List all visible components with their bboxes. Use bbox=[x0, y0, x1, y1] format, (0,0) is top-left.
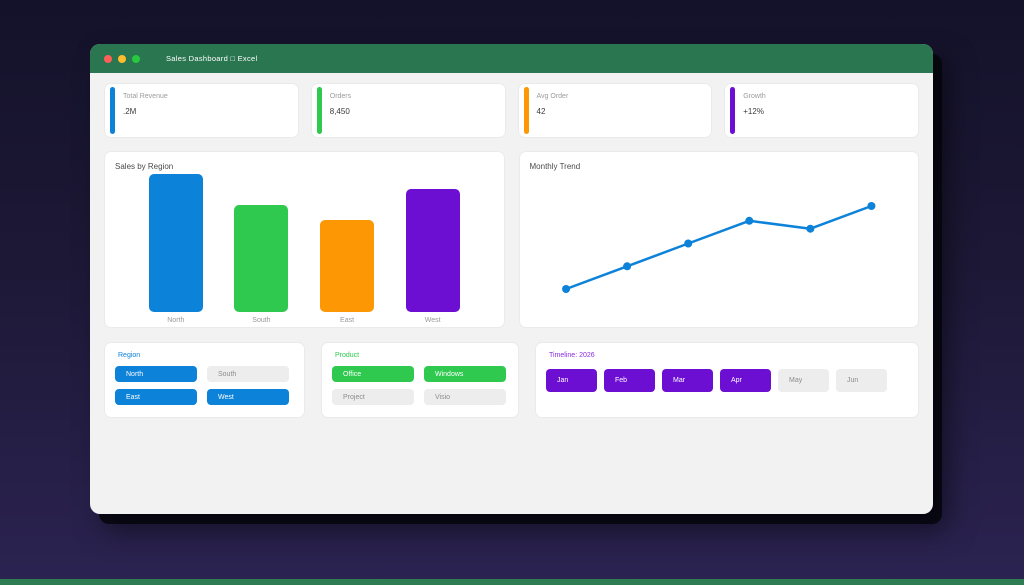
line-point bbox=[744, 216, 753, 225]
line-chart-title: Monthly Trend bbox=[529, 162, 581, 171]
line-point bbox=[866, 202, 875, 210]
bar-column: West bbox=[405, 189, 460, 325]
maximize-button[interactable] bbox=[132, 54, 140, 63]
slicer-timeline-options: Jan Feb Mar Apr May Jun bbox=[546, 369, 908, 392]
kpi-card-orders: Orders 8,450 bbox=[311, 84, 505, 137]
slicer-option-jan[interactable]: Jan bbox=[546, 369, 597, 392]
kpi-card-growth: Growth +12% bbox=[725, 84, 918, 137]
kpi-accent-bar bbox=[730, 87, 736, 134]
slicer-product-options: Office Windows Project Visio bbox=[332, 366, 508, 405]
line-point bbox=[683, 239, 692, 248]
window-titlebar: Sales Dashboard □ Excel bbox=[90, 44, 933, 73]
slicer-timeline-title: Timeline: 2026 bbox=[549, 352, 595, 359]
bar-column: East bbox=[320, 220, 375, 325]
bar-column: North bbox=[148, 174, 203, 325]
bar-north bbox=[148, 174, 203, 312]
footer-accent-bar bbox=[0, 579, 1024, 585]
slicer-region-options: North South East West bbox=[115, 366, 294, 405]
slicer-option-windows[interactable]: Windows bbox=[424, 366, 506, 382]
kpi-value: +12% bbox=[743, 107, 764, 116]
line-point bbox=[622, 262, 631, 271]
slicer-option-may[interactable]: May bbox=[778, 369, 829, 392]
line-point bbox=[805, 224, 814, 233]
bar-south bbox=[234, 204, 289, 312]
slicer-product: Product Office Windows Project Visio bbox=[322, 343, 518, 417]
bar-label: West bbox=[424, 317, 441, 324]
window-title: Sales Dashboard □ Excel bbox=[166, 54, 258, 63]
bar-label: East bbox=[340, 317, 355, 324]
kpi-label: Avg Order bbox=[536, 93, 569, 100]
slicer-option-office[interactable]: Office bbox=[332, 366, 414, 382]
slicer-product-title: Product bbox=[335, 352, 360, 359]
slicer-option-feb[interactable]: Feb bbox=[604, 369, 655, 392]
slicer-option-west[interactable]: West bbox=[207, 389, 289, 405]
bar-east bbox=[320, 220, 375, 312]
kpi-label: Orders bbox=[329, 93, 352, 100]
bar-label: North bbox=[167, 317, 185, 324]
dashboard-content: Total Revenue .2M Orders 8,450 Avg Order… bbox=[90, 73, 933, 428]
kpi-row: Total Revenue .2M Orders 8,450 Avg Order… bbox=[105, 84, 918, 137]
slicer-option-north[interactable]: North bbox=[115, 366, 197, 382]
line-point bbox=[561, 285, 570, 293]
bar-chart: North South East West bbox=[105, 173, 504, 325]
bar-chart-title: Sales by Region bbox=[115, 162, 174, 171]
slicer-option-visio[interactable]: Visio bbox=[424, 389, 506, 405]
slicer-option-jun[interactable]: Jun bbox=[836, 369, 887, 392]
kpi-card-avg-order: Avg Order 42 bbox=[518, 84, 712, 137]
line-chart-card: Monthly Trend bbox=[519, 152, 918, 327]
slicer-option-project[interactable]: Project bbox=[332, 389, 414, 405]
app-window: Sales Dashboard □ Excel Total Revenue .2… bbox=[90, 44, 933, 514]
trend-line bbox=[564, 204, 873, 291]
kpi-label: Total Revenue bbox=[123, 93, 168, 100]
slicer-row: Region North South East West Product Office… bbox=[105, 343, 918, 417]
bar-column: South bbox=[234, 204, 289, 325]
bar-label: South bbox=[252, 317, 271, 324]
kpi-value: 8,450 bbox=[329, 107, 350, 116]
kpi-label: Growth bbox=[743, 93, 766, 100]
slicer-option-apr[interactable]: Apr bbox=[720, 369, 771, 392]
kpi-accent-bar bbox=[316, 87, 322, 134]
slicer-option-mar[interactable]: Mar bbox=[662, 369, 713, 392]
bar-west bbox=[405, 189, 460, 312]
minimize-button[interactable] bbox=[118, 54, 126, 63]
chart-row: Sales by Region North South East West Month… bbox=[105, 152, 918, 327]
kpi-value: .2M bbox=[123, 107, 137, 116]
kpi-accent-bar bbox=[110, 87, 115, 134]
close-button[interactable] bbox=[104, 54, 112, 63]
kpi-accent-bar bbox=[523, 87, 529, 134]
bar-chart-card: Sales by Region North South East West bbox=[105, 152, 504, 327]
slicer-region-title: Region bbox=[118, 352, 141, 359]
slicer-option-south[interactable]: South bbox=[207, 366, 289, 382]
kpi-card-total-revenue: Total Revenue .2M bbox=[105, 84, 298, 137]
slicer-option-east[interactable]: East bbox=[115, 389, 197, 405]
slicer-timeline: Timeline: 2026 Jan Feb Mar Apr May Jun bbox=[536, 343, 918, 417]
line-chart bbox=[561, 202, 875, 293]
slicer-region: Region North South East West bbox=[105, 343, 304, 417]
kpi-value: 42 bbox=[536, 107, 546, 116]
